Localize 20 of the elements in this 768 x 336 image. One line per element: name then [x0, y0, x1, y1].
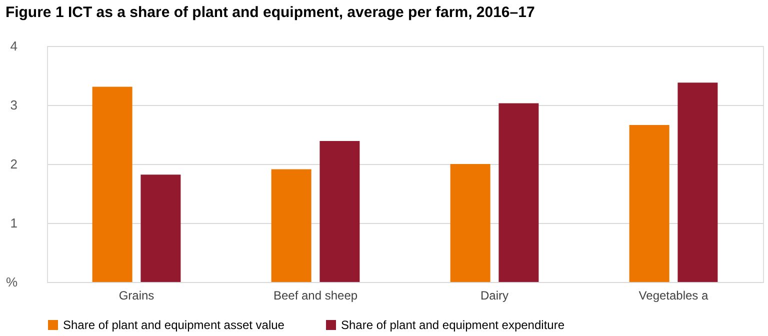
x-tick-label: Beef and sheep	[273, 288, 358, 302]
y-tick-label: 1	[10, 216, 18, 230]
y-tick-label: 3	[10, 98, 18, 112]
legend-label: Share of plant and equipment asset value	[63, 318, 285, 332]
y-tick-label: 2	[10, 156, 18, 172]
bar	[629, 125, 670, 282]
x-tick-label: Grains	[118, 288, 154, 302]
bar	[450, 164, 490, 282]
x-tick-label: Dairy	[480, 288, 509, 302]
bar	[678, 82, 718, 282]
legend-label: Share of plant and equipment expenditure	[341, 318, 565, 332]
bar	[271, 169, 312, 282]
y-tick-label: %	[6, 274, 18, 290]
y-tick-label: 4	[10, 38, 18, 54]
bar	[320, 140, 360, 282]
bar	[140, 174, 181, 282]
x-tick-label: Vegetables a	[638, 288, 709, 302]
bar	[92, 86, 132, 282]
chart-title: Figure 1 ICT as a share of plant and equipment, average per farm, 2016–17	[5, 4, 535, 21]
bar	[498, 103, 539, 282]
